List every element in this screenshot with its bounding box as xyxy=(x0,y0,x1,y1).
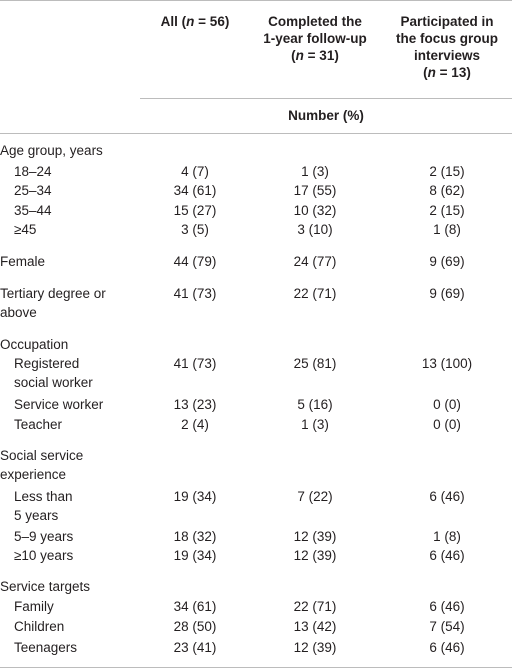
row-label: Less than xyxy=(14,489,73,504)
cell-all: 41 (73) xyxy=(173,286,217,301)
cell-followup: 7 (22) xyxy=(297,489,333,504)
header-followup-n: (n = 31) xyxy=(250,47,380,64)
cell-all: 4 (7) xyxy=(181,164,209,179)
cell-followup: 12 (39) xyxy=(293,640,337,655)
row-label: ≥10 years xyxy=(14,548,74,563)
cell-followup: 17 (55) xyxy=(293,183,337,198)
row-label: social worker xyxy=(14,375,93,390)
row-label: Female xyxy=(0,254,46,269)
cell-focus-group: 6 (46) xyxy=(429,548,465,563)
row-label: Service worker xyxy=(14,397,104,412)
header-all-n: n xyxy=(186,14,195,29)
header-followup-n-prefix: ( xyxy=(291,48,296,63)
cell-focus-group: 1 (8) xyxy=(433,222,461,237)
row-label: 18–24 xyxy=(14,164,52,179)
cell-all: 19 (34) xyxy=(173,489,217,504)
cell-focus-group: 2 (15) xyxy=(429,203,465,218)
top-rule xyxy=(0,0,512,1)
row-label: 5–9 years xyxy=(14,529,74,544)
header-all-suffix: = 56) xyxy=(194,14,230,29)
row-label: 5 years xyxy=(14,508,59,523)
unit-rule xyxy=(0,133,512,134)
header-followup-n-suffix: = 31) xyxy=(303,48,339,63)
row-label: Teacher xyxy=(14,417,63,432)
header-focus-n: (n = 13) xyxy=(382,64,512,81)
cell-focus-group: 6 (46) xyxy=(429,640,465,655)
row-label: above xyxy=(0,305,37,320)
row-label: experience xyxy=(0,467,67,482)
cell-focus-group: 2 (15) xyxy=(429,164,465,179)
header-focus-line1: Participated in xyxy=(400,14,494,29)
row-label: Tertiary degree or xyxy=(0,286,106,301)
cell-focus-group: 6 (46) xyxy=(429,489,465,504)
header-followup-line2: 1-year follow-up xyxy=(263,31,367,46)
cell-followup: 13 (42) xyxy=(293,619,337,634)
row-label: Registered xyxy=(14,356,80,371)
cell-all: 2 (4) xyxy=(181,417,209,432)
header-focus-line2: the focus group xyxy=(396,31,498,46)
header-rule xyxy=(140,98,512,99)
cell-all: 41 (73) xyxy=(173,356,217,371)
header-followup: Completed the 1-year follow-up (n = 31) xyxy=(250,13,380,64)
cell-all: 18 (32) xyxy=(173,529,217,544)
cell-all: 23 (41) xyxy=(173,640,217,655)
cell-followup: 10 (32) xyxy=(293,203,337,218)
header-focus-n-letter: n xyxy=(427,65,436,80)
cell-focus-group: 7 (54) xyxy=(429,619,465,634)
cell-focus-group: 9 (69) xyxy=(429,286,465,301)
row-label: Social service xyxy=(0,448,84,463)
cell-all: 34 (61) xyxy=(173,599,217,614)
cell-followup: 12 (39) xyxy=(293,548,337,563)
row-label: Occupation xyxy=(0,337,69,352)
cell-all: 15 (27) xyxy=(173,203,217,218)
cell-followup: 1 (3) xyxy=(301,417,329,432)
cell-all: 44 (79) xyxy=(173,254,217,269)
unit-label: Number (%) xyxy=(288,108,364,123)
cell-focus-group: 0 (0) xyxy=(433,397,461,412)
cell-all: 13 (23) xyxy=(173,397,217,412)
header-followup-n-letter: n xyxy=(295,48,304,63)
row-label: Children xyxy=(14,619,65,634)
cell-followup: 1 (3) xyxy=(301,164,329,179)
header-all: All (n = 56) xyxy=(140,13,250,30)
header-followup-line1: Completed the xyxy=(268,14,362,29)
cell-focus-group: 8 (62) xyxy=(429,183,465,198)
cell-followup: 22 (71) xyxy=(293,286,337,301)
cell-all: 34 (61) xyxy=(173,183,217,198)
header-focus-line3: interviews xyxy=(413,48,481,63)
cell-followup: 12 (39) xyxy=(293,529,337,544)
cell-all: 19 (34) xyxy=(173,548,217,563)
cell-followup: 3 (10) xyxy=(297,222,333,237)
cell-followup: 5 (16) xyxy=(297,397,333,412)
cell-followup: 25 (81) xyxy=(293,356,337,371)
cell-focus-group: 6 (46) xyxy=(429,599,465,614)
cell-followup: 22 (71) xyxy=(293,599,337,614)
row-label: ≥45 xyxy=(14,222,37,237)
header-focus-group: Participated in the focus group intervie… xyxy=(382,13,512,81)
row-label: Service targets xyxy=(0,579,91,594)
row-label: Teenagers xyxy=(14,640,78,655)
row-label: 35–44 xyxy=(14,203,52,218)
row-label: 25–34 xyxy=(14,183,52,198)
cell-all: 28 (50) xyxy=(173,619,217,634)
row-label: Age group, years xyxy=(0,143,103,158)
header-all-prefix: All ( xyxy=(160,14,187,29)
header-focus-n-suffix: = 13) xyxy=(435,65,471,80)
cell-focus-group: 13 (100) xyxy=(421,356,473,371)
cell-focus-group: 0 (0) xyxy=(433,417,461,432)
cell-followup: 24 (77) xyxy=(293,254,337,269)
cell-focus-group: 9 (69) xyxy=(429,254,465,269)
cell-focus-group: 1 (8) xyxy=(433,529,461,544)
header-focus-n-prefix: ( xyxy=(423,65,428,80)
cell-all: 3 (5) xyxy=(181,222,209,237)
row-label: Family xyxy=(14,599,54,614)
